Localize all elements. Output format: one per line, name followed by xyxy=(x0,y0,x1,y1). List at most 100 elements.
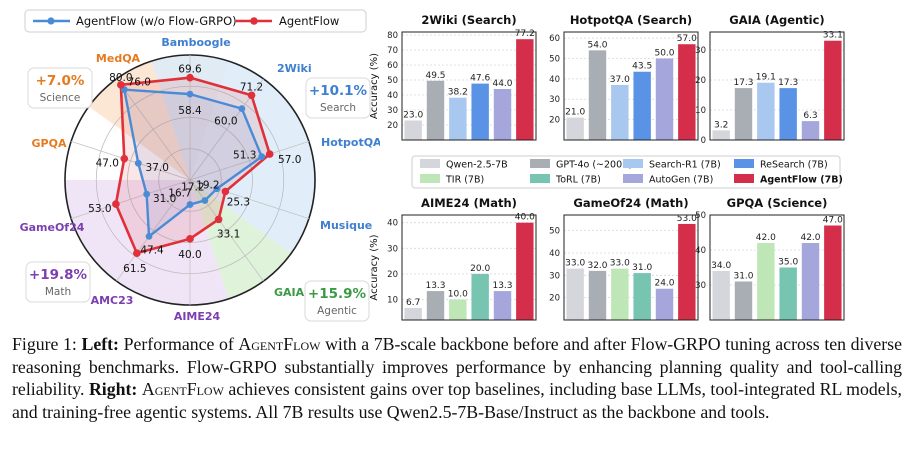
bar-value-label: 35.0 xyxy=(778,258,798,268)
gain-box xyxy=(25,261,91,303)
baseline-point-musique xyxy=(213,185,221,193)
baseline-point-aime24 xyxy=(186,201,194,208)
radar-spoke xyxy=(116,78,191,181)
bar xyxy=(633,71,651,140)
bar-value-label: 17.3 xyxy=(778,78,798,88)
y-tick-label: 20 xyxy=(387,121,398,131)
panel-title: 2Wiki (Search) xyxy=(421,13,516,27)
bar-value-label: 53.0 xyxy=(677,214,697,224)
bar-value-label: 31.0 xyxy=(733,272,753,282)
gain-category: Science xyxy=(40,92,81,104)
radar-spoke xyxy=(116,179,191,282)
agentflow-value-label: 61.5 xyxy=(123,263,146,275)
agentflow-value-label: 33.1 xyxy=(217,228,240,240)
gain-box xyxy=(27,67,93,109)
bar xyxy=(655,58,674,140)
bar xyxy=(516,222,534,320)
bar xyxy=(426,80,445,140)
bar xyxy=(471,273,489,320)
panel-title: GAIA (Agentic) xyxy=(729,13,824,27)
bar xyxy=(757,82,775,140)
baseline-value-label: 58.4 xyxy=(178,105,202,117)
bar xyxy=(449,97,467,140)
bar xyxy=(678,223,696,320)
baseline-value-label: 31.0 xyxy=(153,193,176,205)
bar-value-label: 57.0 xyxy=(677,34,697,44)
y-tick-label: 70 xyxy=(387,46,398,56)
agentflow-value-label: 71.2 xyxy=(240,81,263,93)
gain-value: +10.1% xyxy=(309,83,368,99)
baseline-point-hotpotqa xyxy=(258,153,266,161)
agentflow-point-gameof24 xyxy=(112,200,120,208)
y-tick-label: 40 xyxy=(695,246,706,256)
bar xyxy=(801,121,820,140)
y-tick-label: 30 xyxy=(387,244,398,254)
bar xyxy=(426,291,445,320)
caption-text-2: with a 7B-scale backbone before and afte… xyxy=(12,334,902,400)
y-axis-label: Accuracy (%) xyxy=(369,53,380,119)
axis-label-aime24: AIME24 xyxy=(174,310,221,323)
bar xyxy=(404,120,422,140)
bar-value-label: 38.2 xyxy=(448,88,468,98)
baseline-point-amc23 xyxy=(145,232,153,240)
bar-value-label: 32.0 xyxy=(587,261,607,271)
agentflow-point-hotpotqa xyxy=(265,150,274,158)
caption-system-name-1: AgentFlow xyxy=(238,334,321,354)
baseline-value-label: 51.3 xyxy=(233,150,256,162)
y-tick-label: 50 xyxy=(549,227,560,237)
bar xyxy=(566,117,584,140)
legend-label: ReSearch (7B) xyxy=(760,160,828,171)
bar xyxy=(678,44,696,141)
y-tick-label: 40 xyxy=(387,91,398,101)
agentflow-value-label: 53.0 xyxy=(88,203,111,215)
axis-label-amc23: AMC23 xyxy=(91,294,134,307)
baseline-value-label: 76.0 xyxy=(128,77,151,89)
legend-marker-baseline xyxy=(47,17,55,25)
bar xyxy=(801,243,820,320)
agentflow-point-medqa xyxy=(117,81,125,89)
y-tick-label: 30 xyxy=(695,46,706,56)
baseline-value-label: 37.0 xyxy=(146,162,169,174)
search-sector xyxy=(151,55,316,254)
radar-chart: 69.6 58.4 71.2 60.0 57.0 51.3 25.3 19.2 33.1 17.2… xyxy=(20,9,380,323)
y-tick-label: 80 xyxy=(387,31,398,41)
bar xyxy=(655,288,674,320)
y-tick-label: 20 xyxy=(695,76,706,86)
caption-left-label: Left: xyxy=(81,334,119,354)
legend-label: Qwen-2.5-7B xyxy=(446,160,508,171)
bar-value-label: 31.0 xyxy=(632,263,652,273)
panel-title: HotpotQA (Search) xyxy=(570,13,692,27)
legend-label: ToRL (7B) xyxy=(555,175,601,186)
legend-swatch xyxy=(420,174,440,183)
bar-value-label: 3.2 xyxy=(714,120,728,130)
bar-value-label: 21.0 xyxy=(565,108,585,118)
bar xyxy=(588,50,607,140)
baseline-point-2wiki xyxy=(238,105,246,113)
bar-value-label: 77.2 xyxy=(515,29,535,39)
bar-value-label: 23.0 xyxy=(403,111,423,121)
gain-box xyxy=(305,77,371,119)
gain-value: +15.9% xyxy=(308,286,367,302)
bar xyxy=(611,84,629,140)
y-tick-label: 50 xyxy=(695,211,706,221)
baseline-point-gpqa xyxy=(134,159,142,167)
bar xyxy=(471,83,489,140)
bar-value-label: 37.0 xyxy=(610,75,630,85)
bar-value-label: 54.0 xyxy=(587,40,607,50)
y-tick-label: 30 xyxy=(695,281,706,291)
agentflow-point-amc23 xyxy=(133,249,141,257)
legend-label: Search-R1 (7B) xyxy=(649,160,721,171)
agentflow-point-gaia xyxy=(214,215,223,224)
y-tick-label: 60 xyxy=(387,61,398,71)
baseline-value-label: 47.4 xyxy=(140,244,164,256)
bar xyxy=(734,88,753,140)
bar xyxy=(611,268,629,320)
agentflow-value-label: 57.0 xyxy=(278,154,301,166)
baseline-value-label: 60.0 xyxy=(214,116,237,128)
bar-value-label: 6.7 xyxy=(406,298,420,308)
panel-title: GPQA (Science) xyxy=(727,196,828,210)
y-tick-label: 10 xyxy=(387,296,398,306)
bar-value-label: 47.0 xyxy=(823,216,843,226)
axis-label-hotpotqa: HotpotQA xyxy=(321,136,380,149)
panel-frame xyxy=(709,214,845,321)
